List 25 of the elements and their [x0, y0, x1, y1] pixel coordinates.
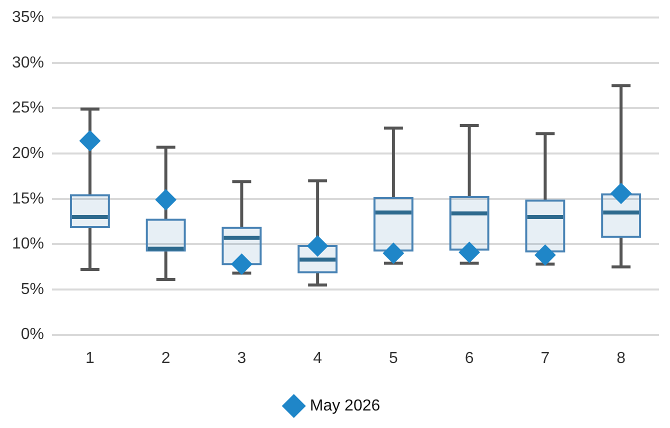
x-tick-label: 7: [540, 350, 550, 367]
y-tick-label: 25%: [12, 100, 44, 117]
x-tick-label: 5: [388, 350, 398, 367]
y-tick-label: 15%: [12, 190, 44, 208]
x-tick-label: 8: [616, 350, 626, 367]
point: [307, 235, 328, 256]
y-tick-label: 5%: [20, 280, 44, 298]
x-tick-label: 1: [86, 350, 95, 367]
point: [79, 130, 100, 152]
y-tick-label: 10%: [12, 236, 44, 253]
point: [458, 242, 480, 263]
point: [610, 182, 632, 204]
x-tick-label: 2: [161, 350, 170, 367]
point: [534, 244, 556, 266]
point: [231, 254, 252, 275]
point: [382, 242, 404, 264]
point: [155, 189, 176, 210]
x-tick-label: 3: [237, 350, 246, 367]
y-tick-label: 0%: [20, 326, 44, 344]
x-tick-label: 6: [464, 350, 474, 367]
y-tick-label: 20%: [12, 144, 44, 162]
x-tick-label: 4: [313, 350, 322, 367]
y-tick-label: 30%: [12, 54, 44, 72]
y-tick-label: 35%: [12, 9, 44, 26]
legend-label: May 2026: [310, 397, 380, 414]
